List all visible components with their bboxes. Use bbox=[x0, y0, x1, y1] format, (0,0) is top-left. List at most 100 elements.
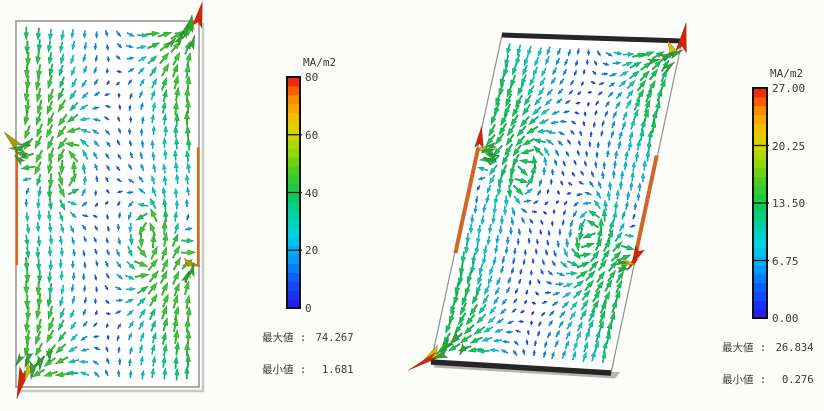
vector-arrow bbox=[46, 294, 53, 308]
vector-arrow bbox=[586, 101, 590, 107]
vector-arrow bbox=[68, 150, 79, 163]
vector-arrow bbox=[138, 187, 146, 195]
vector-arrow bbox=[527, 45, 532, 57]
vector-arrow bbox=[59, 199, 66, 211]
vector-arrow bbox=[150, 113, 155, 124]
vector-arrow bbox=[160, 76, 167, 91]
vector-arrow bbox=[640, 172, 646, 183]
vector-arrow bbox=[35, 27, 41, 41]
vector-arrow bbox=[48, 234, 54, 246]
vector-arrow bbox=[499, 73, 506, 88]
vector-arrow bbox=[128, 222, 133, 234]
green-feature-arrow bbox=[173, 31, 185, 47]
vector-arrow bbox=[136, 285, 149, 295]
vector-arrow bbox=[511, 308, 517, 313]
vector-arrow bbox=[488, 123, 496, 137]
vector-arrow bbox=[564, 238, 570, 248]
vector-arrow bbox=[539, 229, 543, 236]
vector-arrow bbox=[632, 52, 647, 59]
vector-arrow bbox=[492, 338, 502, 343]
vector-arrow bbox=[160, 281, 169, 296]
vector-arrow bbox=[582, 120, 586, 127]
green-feature-arrow bbox=[459, 342, 469, 356]
vector-arrow bbox=[137, 32, 149, 38]
vector-arrow bbox=[485, 134, 496, 146]
vector-arrow bbox=[527, 237, 531, 245]
vector-arrow bbox=[554, 158, 558, 166]
vector-arrow bbox=[83, 65, 88, 74]
vector-arrow bbox=[591, 170, 595, 178]
vector-arrow bbox=[145, 30, 161, 37]
vector-arrow bbox=[596, 270, 606, 283]
vector-arrow bbox=[24, 63, 30, 79]
vector-arrow bbox=[48, 147, 55, 163]
vector-arrow bbox=[572, 210, 578, 218]
vector-arrow bbox=[23, 280, 30, 296]
vector-arrow bbox=[48, 29, 54, 41]
vector-arrow bbox=[134, 272, 150, 279]
vector-arrow bbox=[26, 187, 30, 195]
vector-arrow bbox=[476, 348, 490, 354]
colorbar-band bbox=[287, 299, 300, 309]
vector-arrow bbox=[82, 30, 87, 39]
vector-arrow bbox=[93, 371, 100, 378]
colorbar-band bbox=[753, 211, 767, 222]
vector-arrow bbox=[555, 98, 563, 104]
vector-arrow bbox=[36, 270, 43, 284]
vector-arrow bbox=[117, 237, 121, 246]
vector-arrow bbox=[537, 47, 543, 58]
vector-arrow bbox=[584, 160, 588, 167]
vector-arrow bbox=[171, 245, 181, 259]
vector-arrow bbox=[597, 91, 603, 96]
vector-arrow bbox=[118, 357, 122, 365]
colorbar-band bbox=[753, 123, 767, 133]
vector-arrow bbox=[140, 369, 145, 380]
vector-arrow bbox=[82, 149, 89, 160]
vector-arrow bbox=[573, 280, 585, 289]
vector-arrow bbox=[573, 159, 577, 166]
vector-arrow bbox=[542, 210, 548, 215]
vector-arrow bbox=[592, 70, 597, 76]
vector-arrow bbox=[117, 115, 121, 122]
vector-arrow bbox=[25, 52, 32, 68]
vector-arrow bbox=[555, 200, 560, 204]
vector-arrow bbox=[541, 67, 547, 77]
green-feature-arrow bbox=[14, 151, 29, 160]
max-label: 最大値 bbox=[262, 332, 294, 344]
vector-arrow bbox=[598, 310, 606, 324]
vector-arrow bbox=[138, 175, 144, 183]
vector-arrow bbox=[613, 51, 624, 56]
vector-arrow bbox=[23, 110, 30, 126]
vector-arrow bbox=[43, 370, 58, 377]
vector-arrow bbox=[569, 310, 577, 321]
vector-arrow bbox=[66, 113, 79, 123]
vector-arrow bbox=[116, 70, 123, 74]
vector-arrow bbox=[185, 173, 190, 185]
vector-arrow bbox=[137, 202, 149, 208]
quiver-arrows bbox=[19, 26, 197, 381]
vector-arrow bbox=[58, 64, 64, 77]
vector-arrow bbox=[173, 124, 179, 138]
vector-arrow bbox=[575, 60, 579, 67]
vector-arrow bbox=[67, 346, 78, 353]
green-feature-arrow bbox=[29, 360, 39, 380]
colorbar-tick-label: 80 bbox=[305, 71, 319, 84]
vector-arrow bbox=[526, 329, 530, 335]
vector-arrow bbox=[578, 227, 584, 242]
vector-arrow bbox=[25, 246, 31, 260]
vector-arrow bbox=[601, 249, 611, 262]
vector-arrow bbox=[506, 84, 513, 98]
electrode-bar bbox=[453, 147, 481, 254]
separator: : bbox=[753, 342, 773, 354]
vector-arrow bbox=[546, 280, 553, 285]
vector-arrow bbox=[585, 59, 589, 66]
vector-arrow bbox=[532, 106, 542, 116]
vector-arrow bbox=[162, 293, 169, 308]
right-quiver-plot bbox=[407, 22, 687, 379]
vector-arrow bbox=[595, 100, 599, 106]
vector-arrow bbox=[562, 160, 566, 167]
vector-arrow bbox=[595, 280, 604, 293]
vector-arrow bbox=[58, 211, 64, 223]
vector-arrow bbox=[505, 330, 513, 334]
